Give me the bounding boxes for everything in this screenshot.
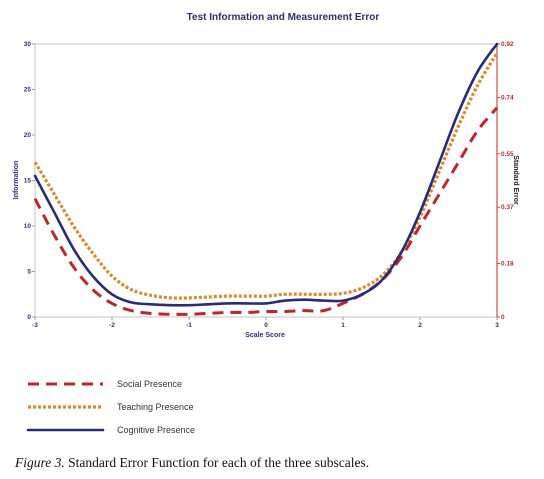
y2-tick-label: 0.92 bbox=[501, 41, 514, 48]
x-tick-label: 3 bbox=[495, 322, 499, 329]
series-line-cognitive-presence bbox=[33, 42, 499, 307]
y2-tick-label: 0.74 bbox=[501, 94, 514, 101]
x-axis-label: Scale Score bbox=[245, 332, 285, 339]
series-line-teaching-presence bbox=[33, 52, 499, 300]
x-tick-label: 0 bbox=[264, 322, 268, 329]
caption-text: Standard Error Function for each of the … bbox=[64, 455, 370, 470]
x-tick-label: -3 bbox=[32, 322, 38, 329]
y-tick-label: 5 bbox=[27, 269, 31, 276]
x-tick-label: 1 bbox=[341, 322, 345, 329]
y-tick-label: 10 bbox=[24, 223, 32, 230]
y-tick-label: 25 bbox=[24, 87, 32, 94]
y2-tick-label: 0.37 bbox=[501, 204, 514, 211]
series-line-social-presence bbox=[33, 106, 499, 316]
figure-label: Figure 3. bbox=[15, 455, 65, 470]
plot-area bbox=[34, 43, 498, 318]
y-tick-label: 30 bbox=[24, 41, 32, 48]
y-tick-label: 15 bbox=[24, 178, 32, 185]
y2-tick-label: 0.18 bbox=[501, 261, 514, 268]
legend: Social Presence Teaching Presence Cognitiv… bbox=[26, 379, 195, 435]
y-tick-label: 0 bbox=[27, 314, 31, 321]
y2-axis-label: Standard Error bbox=[512, 155, 519, 205]
legend-label-cognitive-presence: Cognitive Presence bbox=[117, 425, 195, 435]
plot-frame bbox=[34, 43, 498, 318]
chart-title: Test Information and Measurement Error bbox=[187, 12, 380, 23]
x-tick-label: -1 bbox=[186, 322, 192, 329]
x-tick-label: 2 bbox=[418, 322, 422, 329]
legend-label-teaching-presence: Teaching Presence bbox=[117, 402, 194, 412]
y2-tick-label: 0.55 bbox=[501, 151, 514, 158]
y-tick-label: 20 bbox=[24, 132, 32, 139]
series-layer bbox=[33, 42, 499, 316]
y2-tick-label: 0 bbox=[501, 314, 505, 321]
y-axis-label: Information bbox=[13, 161, 20, 200]
axis-ticks: -3 -2 -1 0 1 2 305101520253000.180.370.550.740… bbox=[24, 41, 514, 329]
figure-caption: Figure 3. Standard Error Function for ea… bbox=[15, 455, 369, 471]
legend-label-social-presence: Social Presence bbox=[117, 379, 182, 389]
x-tick-label: -2 bbox=[109, 322, 115, 329]
